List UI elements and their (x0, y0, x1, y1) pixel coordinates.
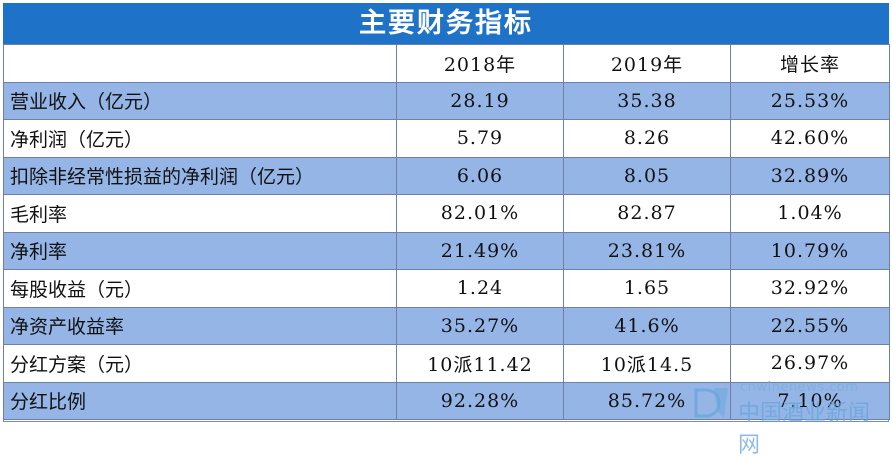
cell-2019: 85.72% (563, 381, 731, 420)
cell-growth: 25.53% (730, 81, 890, 120)
cell-growth: 32.89% (730, 156, 890, 195)
cell-2018: 5.79 (396, 119, 564, 158)
row-label: 分红比例 (3, 381, 397, 420)
cell-growth: 42.60% (730, 119, 890, 158)
cell-2019: 82.87 (563, 194, 731, 233)
cell-2019: 41.6% (563, 306, 731, 345)
cell-growth: 1.04% (730, 194, 890, 233)
table-title: 主要财务指标 (3, 3, 889, 44)
table-row: 净利率 21.49% 23.81% 10.79% (3, 231, 890, 270)
row-label: 毛利率 (3, 194, 397, 233)
table-row: 扣除非经常性损益的净利润（亿元） 6.06 8.05 32.89% (3, 156, 890, 195)
cell-2018: 10派11.42 (396, 344, 564, 383)
cell-2019: 1.65 (563, 269, 731, 308)
header-row: 2018年 2019年 增长率 (3, 44, 890, 83)
cell-2018: 1.24 (396, 269, 564, 308)
cell-growth: 32.92% (730, 269, 890, 308)
row-label: 净利润（亿元） (3, 119, 397, 158)
cell-2018: 35.27% (396, 306, 564, 345)
cell-growth: 10.79% (730, 231, 890, 270)
row-label: 净利率 (3, 231, 397, 270)
table-row: 营业收入（亿元） 28.19 35.38 25.53% (3, 81, 890, 120)
row-label: 每股收益（元） (3, 269, 397, 308)
table-row: 分红方案（元） 10派11.42 10派14.5 26.97% (3, 344, 890, 383)
header-cell-2019: 2019年 (563, 44, 731, 83)
cell-2018: 92.28% (396, 381, 564, 420)
header-cell-2018: 2018年 (396, 44, 564, 83)
row-label: 营业收入（亿元） (3, 81, 397, 120)
table-row: 每股收益（元） 1.24 1.65 32.92% (3, 269, 890, 308)
cell-growth: 22.55% (730, 306, 890, 345)
header-cell-growth: 增长率 (730, 44, 890, 83)
cell-2018: 82.01% (396, 194, 564, 233)
financial-indicators-table: 2018年 2019年 增长率 营业收入（亿元） 28.19 35.38 25.… (3, 44, 890, 420)
row-label: 净资产收益率 (3, 306, 397, 345)
table-row: 净资产收益率 35.27% 41.6% 22.55% (3, 306, 890, 345)
cell-2019: 8.26 (563, 119, 731, 158)
header-cell-indicator (3, 44, 397, 83)
cell-2019: 8.05 (563, 156, 731, 195)
cell-2019: 23.81% (563, 231, 731, 270)
table-row: 分红比例 92.28% 85.72% 7.10% (3, 381, 890, 420)
cell-growth: 7.10% (730, 381, 890, 420)
table-row: 毛利率 82.01% 82.87 1.04% (3, 194, 890, 233)
cell-2019: 10派14.5 (563, 344, 731, 383)
cell-growth: 26.97% (730, 344, 890, 383)
cell-2018: 6.06 (396, 156, 564, 195)
row-label: 分红方案（元） (3, 344, 397, 383)
row-label: 扣除非经常性损益的净利润（亿元） (3, 156, 397, 195)
cell-2018: 28.19 (396, 81, 564, 120)
cell-2019: 35.38 (563, 81, 731, 120)
cell-2018: 21.49% (396, 231, 564, 270)
table-row: 净利润（亿元） 5.79 8.26 42.60% (3, 119, 890, 158)
